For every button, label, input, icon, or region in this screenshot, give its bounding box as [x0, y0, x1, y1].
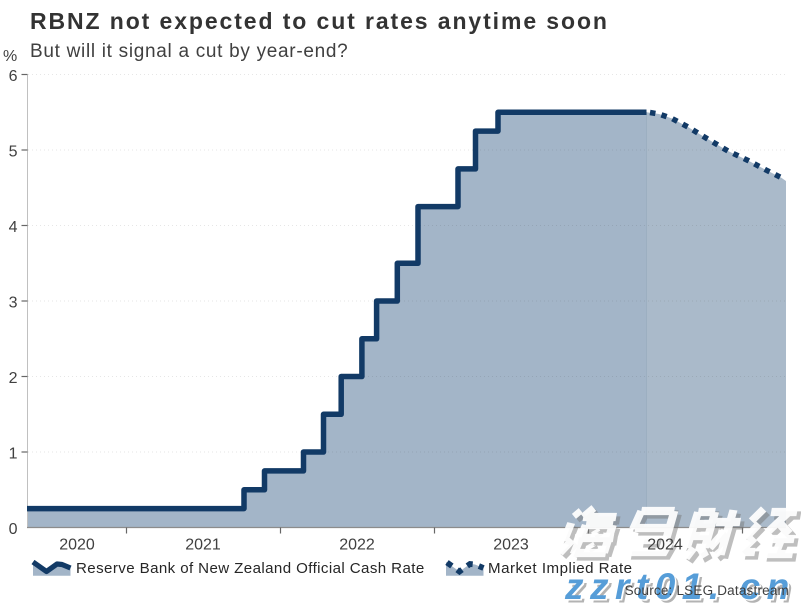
- svg-text:2020: 2020: [59, 537, 95, 554]
- svg-text:3: 3: [9, 295, 18, 312]
- svg-text:6: 6: [9, 68, 18, 85]
- svg-text:0: 0: [9, 521, 18, 538]
- svg-text:5: 5: [9, 144, 18, 161]
- svg-text:4: 4: [9, 219, 18, 236]
- svg-text:2021: 2021: [185, 537, 221, 554]
- svg-text:2023: 2023: [493, 537, 529, 554]
- svg-text:2024: 2024: [647, 537, 683, 554]
- svg-text:2: 2: [9, 370, 18, 387]
- svg-text:2022: 2022: [339, 537, 375, 554]
- svg-text:1: 1: [9, 446, 18, 463]
